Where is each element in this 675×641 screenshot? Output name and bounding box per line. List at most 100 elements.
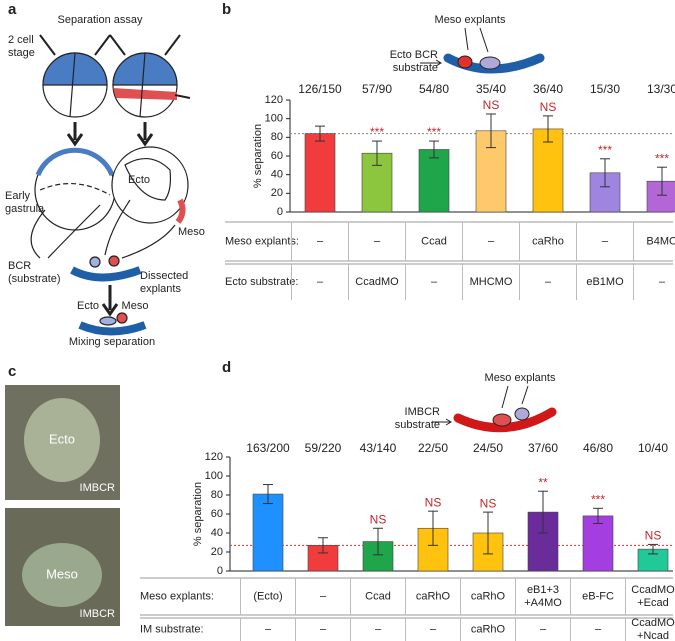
table-cell: eB1+3 bbox=[527, 584, 559, 596]
diagram-label: Early bbox=[5, 190, 31, 202]
count-label: 126/150 bbox=[298, 82, 342, 96]
bar bbox=[646, 180, 675, 213]
significance: *** bbox=[427, 125, 441, 139]
diagram-label: Dissected bbox=[140, 270, 188, 282]
bar bbox=[532, 128, 564, 213]
y-tick-label: 20 bbox=[211, 546, 223, 558]
schematic-label: substrate bbox=[395, 419, 440, 431]
table-cell: eB1MO bbox=[586, 276, 624, 288]
photo-label: Meso bbox=[46, 566, 78, 581]
table-cell: – bbox=[375, 623, 382, 635]
count-label: 163/200 bbox=[246, 441, 290, 455]
table-cell: (Ecto) bbox=[253, 590, 282, 602]
table-cell: – bbox=[602, 235, 609, 247]
diagram-label: explants bbox=[140, 283, 181, 295]
count-label: 13/30 bbox=[647, 82, 675, 96]
table-cell: eB-FC bbox=[582, 590, 614, 602]
count-label: 43/140 bbox=[360, 441, 397, 455]
table-cell: – bbox=[320, 623, 327, 635]
photo-label: Ecto bbox=[49, 431, 75, 446]
diagram-label: stage bbox=[8, 47, 35, 59]
y-tick-label: 40 bbox=[271, 169, 283, 181]
row-label: Meso explants: bbox=[225, 235, 299, 247]
y-tick-label: 60 bbox=[271, 150, 283, 162]
diagram-label: 2 cell bbox=[8, 34, 34, 46]
y-tick-label: 120 bbox=[265, 94, 283, 106]
schematic-label: Meso explants bbox=[485, 372, 556, 384]
significance: *** bbox=[370, 125, 384, 139]
count-label: 46/80 bbox=[583, 441, 613, 455]
table-cell: – bbox=[317, 276, 324, 288]
count-label: 59/220 bbox=[305, 441, 342, 455]
table-cell: +Ecad bbox=[637, 597, 669, 609]
significance: NS bbox=[645, 529, 662, 543]
count-label: 24/50 bbox=[473, 441, 503, 455]
table-cell: – bbox=[265, 623, 272, 635]
table-cell: – bbox=[545, 276, 552, 288]
count-label: 54/80 bbox=[419, 82, 449, 96]
row-label: IM substrate: bbox=[140, 623, 204, 635]
bar bbox=[252, 493, 284, 572]
significance: NS bbox=[540, 100, 557, 114]
photo-label: IMBCR bbox=[80, 482, 116, 494]
count-label: 22/50 bbox=[418, 441, 448, 455]
significance: *** bbox=[591, 492, 605, 506]
table-cell: caRhO bbox=[471, 590, 506, 602]
y-axis-label: % separation bbox=[252, 124, 264, 188]
table-cell: – bbox=[430, 623, 437, 635]
table-cell: caRhO bbox=[471, 623, 506, 635]
count-label: 35/40 bbox=[476, 82, 506, 96]
significance: *** bbox=[598, 143, 612, 157]
diagram-title: Separation assay bbox=[58, 14, 143, 26]
table-cell: – bbox=[320, 590, 327, 602]
table-cell: +Ncad bbox=[637, 630, 669, 641]
bar bbox=[582, 515, 614, 572]
y-tick-label: 20 bbox=[271, 187, 283, 199]
y-tick-label: 80 bbox=[271, 131, 283, 143]
y-tick-label: 100 bbox=[265, 113, 283, 125]
bar bbox=[307, 545, 339, 572]
count-label: 10/40 bbox=[638, 441, 668, 455]
diagram-label: gastrula bbox=[5, 203, 45, 215]
schematic-label: Ecto BCR bbox=[390, 49, 438, 61]
count-label: 37/60 bbox=[528, 441, 558, 455]
table-cell: Ccad bbox=[365, 590, 391, 602]
diagram-label: BCR bbox=[8, 260, 31, 272]
table-cell: +A4MO bbox=[524, 597, 562, 609]
count-label: 36/40 bbox=[533, 82, 563, 96]
diagram-shapes bbox=[30, 34, 191, 336]
significance: NS bbox=[370, 512, 387, 526]
y-tick-label: 0 bbox=[217, 565, 223, 577]
schematic-d bbox=[433, 385, 557, 433]
diagram-label: Meso bbox=[122, 300, 149, 312]
panel-label: d bbox=[222, 359, 231, 376]
significance: NS bbox=[425, 495, 442, 509]
schematic-b bbox=[420, 27, 545, 74]
significance: NS bbox=[480, 496, 497, 510]
diagram-label: Ecto bbox=[77, 300, 99, 312]
y-tick-label: 60 bbox=[211, 508, 223, 520]
table-cell: caRhO bbox=[416, 590, 451, 602]
diagram-label: (substrate) bbox=[8, 273, 61, 285]
schematic-label: IMBCR bbox=[405, 406, 441, 418]
panel-label: b bbox=[222, 1, 231, 18]
table-cell: – bbox=[431, 276, 438, 288]
bar bbox=[304, 133, 336, 213]
row-label: Meso explants: bbox=[140, 590, 214, 602]
y-tick-label: 80 bbox=[211, 489, 223, 501]
table-cell: CcadMO bbox=[631, 584, 675, 596]
significance: *** bbox=[655, 151, 669, 165]
bar bbox=[418, 149, 450, 213]
panel-label: a bbox=[8, 1, 17, 18]
photo-label: IMBCR bbox=[80, 608, 116, 620]
diagram-label: Meso bbox=[178, 226, 205, 238]
table-cell: MHCMO bbox=[470, 276, 513, 288]
significance: ** bbox=[538, 475, 548, 489]
row-label: Ecto substrate: bbox=[225, 276, 298, 288]
diagram-label: Mixing separation bbox=[69, 336, 155, 348]
schematic-label: Meso explants bbox=[435, 14, 506, 26]
count-label: 57/90 bbox=[362, 82, 392, 96]
diagram-label: Ecto bbox=[128, 174, 150, 186]
panel-label: c bbox=[8, 363, 16, 380]
